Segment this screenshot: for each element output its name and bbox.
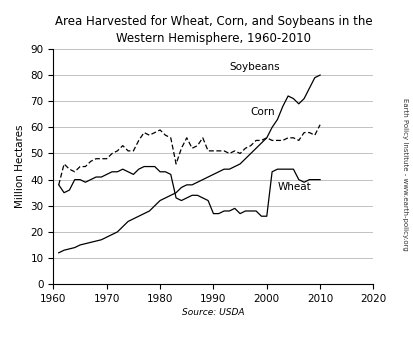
Y-axis label: Million Hectares: Million Hectares <box>15 125 25 208</box>
Text: Soybeans: Soybeans <box>229 62 279 72</box>
Text: Earth Policy Institute - www.earth-policy.org: Earth Policy Institute - www.earth-polic… <box>401 98 407 251</box>
Text: Wheat: Wheat <box>277 183 311 192</box>
Text: Corn: Corn <box>250 107 275 117</box>
Text: Source: USDA: Source: USDA <box>182 308 244 317</box>
Title: Area Harvested for Wheat, Corn, and Soybeans in the
Western Hemisphere, 1960-201: Area Harvested for Wheat, Corn, and Soyb… <box>55 15 371 45</box>
